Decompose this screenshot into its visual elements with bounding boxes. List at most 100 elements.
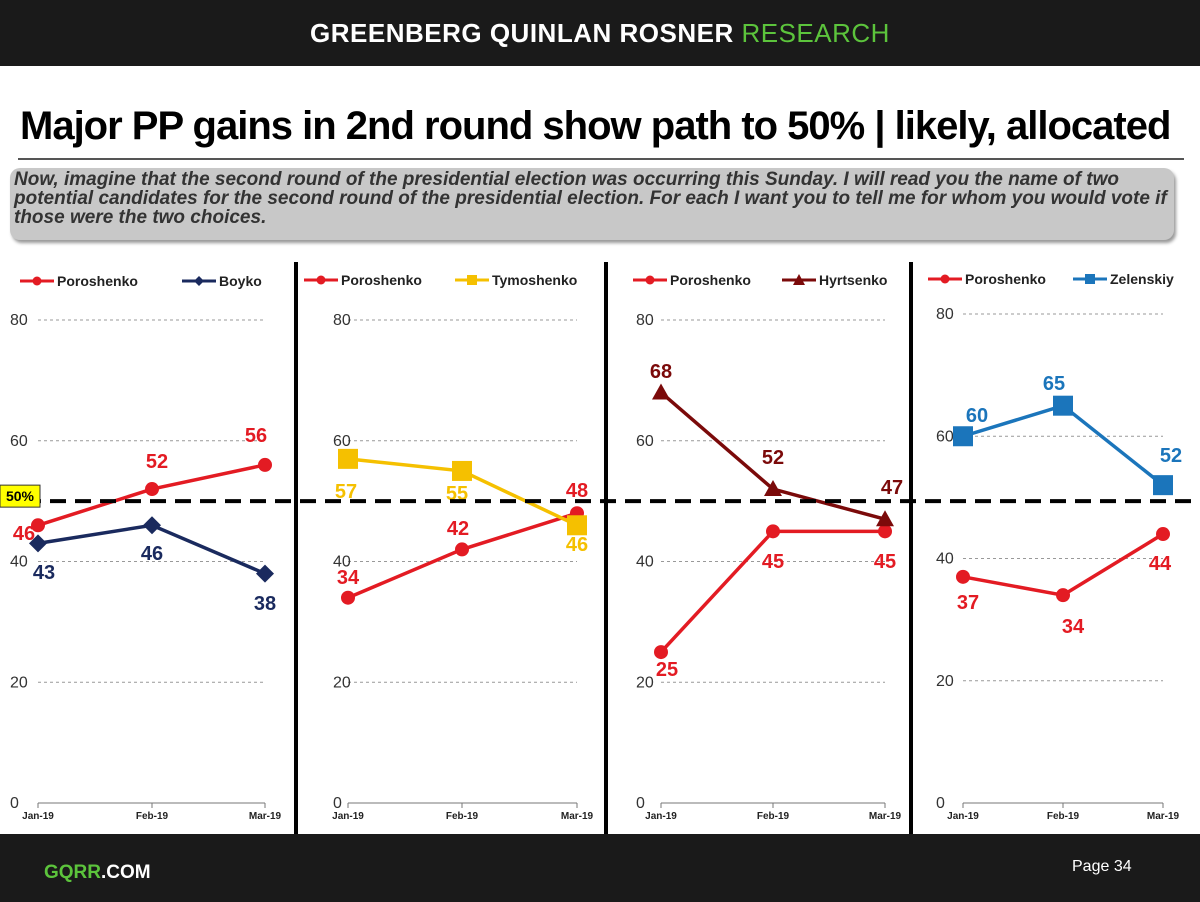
panel-2-data-label-tymoshenko: 57 (335, 481, 357, 503)
panel-3-data-label-hyrtsenko: 47 (881, 477, 903, 499)
panel-3-legend-label-hyrtsenko: Hyrtsenko (819, 272, 887, 288)
panel-3-data-label-poroshenko: 25 (656, 659, 678, 681)
panel-2-legend-label-poroshenko: Poroshenko (341, 272, 422, 288)
panel-1-y-tick-label: 40 (10, 554, 28, 571)
panel-4-point-poroshenko (1056, 588, 1070, 603)
panel-4-legend-label-poroshenko: Poroshenko (965, 271, 1046, 287)
panel-2-y-tick-label: 0 (333, 795, 342, 812)
panel-4-y-tick-label: 80 (936, 306, 954, 323)
title-divider (18, 158, 1184, 160)
panel-2-x-tick-label: Mar-19 (561, 811, 594, 822)
panel-2-data-label-poroshenko: 42 (447, 518, 469, 540)
panel-1-data-label-boyko: 43 (33, 562, 55, 584)
panel-3-series-line-poroshenko (659, 529, 885, 654)
panel-1-point-boyko (29, 534, 47, 553)
panel-3-x-tick-label: Feb-19 (757, 811, 790, 822)
panel-4-legend-marker-zelenskiy (1085, 274, 1095, 284)
panel-1-point-poroshenko (31, 518, 45, 533)
panel-3-x-tick-label: Jan-19 (645, 811, 677, 822)
panel-3-x-tick-label: Mar-19 (869, 811, 902, 822)
brand-secondary: RESEARCH (741, 18, 890, 48)
panel-4-series-line-poroshenko (962, 532, 1164, 598)
reference-badge-50 (0, 484, 41, 508)
panel-2-legend-marker-poroshenko (316, 275, 326, 285)
panel-1-data-label-boyko: 46 (141, 543, 163, 565)
panel-3-y-tick-label: 60 (636, 433, 654, 450)
panel-3-legend-marker-poroshenko (645, 275, 655, 285)
panel-3-legend-label-poroshenko: Poroshenko (670, 272, 751, 288)
panel-3-point-poroshenko (766, 524, 780, 539)
panel-2-data-label-poroshenko: 48 (566, 480, 588, 502)
panel-3-y-tick-label: 40 (636, 554, 654, 571)
panel-2-y-tick-label: 80 (333, 312, 351, 329)
panel-1-point-poroshenko (145, 482, 159, 497)
panel-1-point-poroshenko (258, 457, 272, 472)
panel-3-point-poroshenko (878, 524, 892, 539)
panel-2-y-tick-label: 40 (333, 554, 351, 571)
panel-2-x-tick-label: Feb-19 (446, 811, 479, 822)
panel-4-point-zelenskiy (1053, 395, 1073, 416)
panel-3-point-hyrtsenko (764, 480, 782, 497)
panel-3-data-label-poroshenko: 45 (762, 551, 784, 573)
panel-4-data-label-poroshenko: 34 (1062, 616, 1085, 638)
panel-2-x-tick-label: Jan-19 (332, 811, 364, 822)
footer-site-green: GQRR (44, 862, 101, 883)
header-bar (0, 0, 1200, 66)
page-number: Page 34 (1072, 858, 1132, 875)
panel-1-y-tick-label: 60 (10, 433, 28, 450)
footer-site[interactable]: GQRR.COM (44, 862, 151, 884)
panel-4-point-poroshenko (1156, 527, 1170, 542)
panel-2-legend-marker-tymoshenko (467, 275, 477, 285)
panel-3-legend-marker-hyrtsenko (793, 274, 805, 285)
panel-2-point-tymoshenko (567, 515, 587, 536)
panel-1-y-tick-label: 0 (10, 795, 19, 812)
panel-4-y-tick-label: 20 (936, 673, 954, 690)
panel-4-data-label-zelenskiy: 52 (1160, 445, 1182, 467)
panel-2-y-tick-label: 60 (333, 433, 351, 450)
panel-1-x-tick-label: Jan-19 (22, 811, 54, 822)
panel-2-data-label-tymoshenko: 46 (566, 534, 588, 556)
panel-4-x-tick-label: Feb-19 (1047, 811, 1080, 822)
slide-title: Major PP gains in 2nd round show path to… (20, 104, 1171, 148)
panel-2-data-label-poroshenko: 34 (337, 567, 360, 589)
brand-logo-text: GREENBERG QUINLAN ROSNER RESEARCH (0, 18, 1200, 49)
panel-2-point-tymoshenko (338, 448, 358, 469)
panel-1-legend-label-poroshenko: Poroshenko (57, 273, 138, 289)
panel-1-legend-marker-poroshenko (32, 276, 42, 286)
panel-4-point-poroshenko (956, 569, 970, 584)
panel-1-point-boyko (143, 516, 161, 535)
panel-4-x-tick-label: Jan-19 (947, 811, 979, 822)
panel-4-x-tick-label: Mar-19 (1147, 811, 1180, 822)
panel-1-x-tick-label: Mar-19 (249, 811, 282, 822)
panel-1-y-tick-label: 80 (10, 312, 28, 329)
panel-4-point-zelenskiy (1153, 475, 1173, 496)
question-text-box: Now, imagine that the second round of th… (10, 168, 1174, 240)
panel-1-data-label-poroshenko: 56 (245, 425, 267, 447)
panel-4-y-tick-label: 0 (936, 795, 945, 812)
reference-badge-label: 50% (6, 488, 35, 504)
panel-1-point-boyko (256, 564, 274, 583)
panel-1-x-tick-label: Feb-19 (136, 811, 169, 822)
panel-2-legend-label-tymoshenko: Tymoshenko (492, 272, 577, 288)
panel-1-legend-label-boyko: Boyko (219, 273, 262, 289)
panel-1-data-label-poroshenko: 52 (146, 451, 168, 473)
panel-3-point-poroshenko (654, 645, 668, 660)
panel-3-point-hyrtsenko (876, 510, 894, 527)
panel-4-series-line-zelenskiy (962, 403, 1165, 487)
panel-4-data-label-poroshenko: 44 (1149, 553, 1172, 575)
panel-2-point-tymoshenko (452, 460, 472, 481)
panel-1-y-tick-label: 20 (10, 674, 28, 691)
panel-3-data-label-poroshenko: 45 (874, 551, 896, 573)
footer-site-white: .COM (101, 862, 151, 883)
panel-3-y-tick-label: 20 (636, 674, 654, 691)
panel-4-y-tick-label: 40 (936, 551, 954, 568)
panel-1-data-label-boyko: 38 (254, 593, 276, 615)
panel-3-data-label-hyrtsenko: 52 (762, 447, 784, 469)
panel-3-data-label-hyrtsenko: 68 (650, 361, 672, 383)
panel-4-point-zelenskiy (953, 426, 973, 447)
panel-3-point-hyrtsenko (652, 383, 670, 400)
panel-4-legend-label-zelenskiy: Zelenskiy (1110, 271, 1174, 287)
brand-primary: GREENBERG QUINLAN ROSNER (310, 18, 734, 48)
panel-4-data-label-poroshenko: 37 (957, 592, 979, 614)
